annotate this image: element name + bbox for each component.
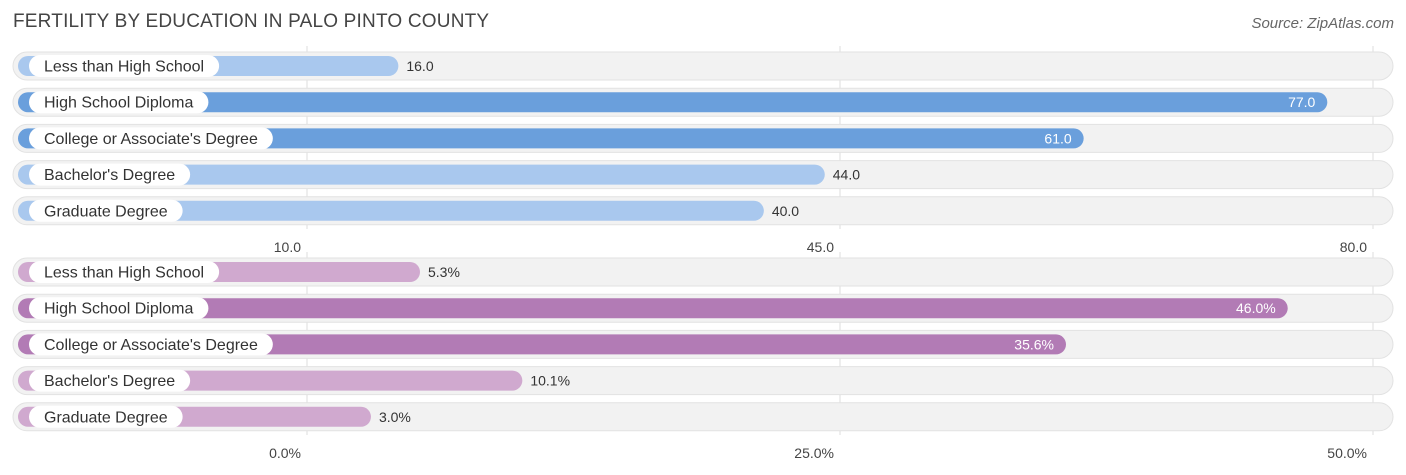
value-label: 35.6%	[1014, 336, 1054, 352]
bar-row: Graduate Degree 3.0%	[12, 402, 1394, 432]
bar-row: Bachelor's Degree 10.1%	[12, 366, 1394, 396]
x-tick-label: 10.0	[274, 239, 301, 255]
category-label-background	[29, 163, 191, 186]
category-label-background	[29, 55, 220, 77]
chart-title: FERTILITY BY EDUCATION IN PALO PINTO COU…	[13, 11, 490, 32]
category-label: College or Associate's Degree	[44, 131, 258, 148]
category-label: Less than High School	[44, 265, 204, 282]
value-label: 5.3%	[428, 264, 460, 280]
bar-row: High School Diploma 46.0%	[12, 293, 1394, 323]
x-tick-label: 25.0%	[794, 445, 834, 461]
category-label: Bachelor's Degree	[44, 167, 175, 184]
bar	[18, 334, 1066, 355]
chart-panel-1: Less than High School 16.0 High School Dip…	[12, 46, 1394, 255]
category-label: High School Diploma	[44, 301, 194, 318]
category-label-background	[29, 261, 220, 283]
bar-row: High School Diploma 77.0	[12, 87, 1394, 117]
bar	[18, 200, 764, 221]
bar-row: Less than High School 16.0	[12, 51, 1394, 81]
value-label: 10.1%	[530, 373, 570, 389]
category-label: College or Associate's Degree	[44, 337, 258, 354]
value-label: 46.0%	[1236, 300, 1276, 316]
category-label: High School Diploma	[44, 95, 194, 112]
category-label-background	[29, 405, 183, 428]
x-tick-label: 0.0%	[269, 445, 301, 461]
source-credit: Source: ZipAtlas.com	[1251, 15, 1394, 32]
category-label-background	[29, 297, 209, 320]
value-label: 40.0	[772, 203, 799, 219]
x-tick-label: 50.0%	[1327, 445, 1367, 461]
category-label: Graduate Degree	[44, 409, 168, 426]
value-label: 16.0	[406, 58, 433, 74]
category-label: Graduate Degree	[44, 203, 168, 220]
bar-row: Graduate Degree 40.0	[12, 196, 1394, 226]
bar	[18, 128, 1084, 149]
bar-row: College or Associate's Degree 35.6%	[12, 329, 1394, 359]
value-label: 44.0	[833, 167, 860, 183]
value-label: 3.0%	[379, 409, 411, 425]
bar	[18, 164, 825, 185]
category-label-background	[29, 199, 183, 222]
bar-row: Less than High School 5.3%	[12, 257, 1394, 287]
category-label-background	[29, 91, 209, 114]
value-label: 77.0	[1288, 94, 1315, 110]
category-label: Less than High School	[44, 59, 204, 76]
bar	[18, 92, 1328, 113]
category-label-background	[29, 369, 191, 392]
bar-row: College or Associate's Degree 61.0	[12, 123, 1394, 153]
x-tick-label: 80.0	[1340, 239, 1367, 255]
x-tick-label: 45.0	[807, 239, 834, 255]
category-label-background	[29, 333, 273, 356]
chart-panel-2: Less than High School 5.3% High School Dip…	[12, 252, 1394, 461]
category-label-background	[29, 127, 273, 150]
value-label: 61.0	[1044, 130, 1071, 146]
bar	[18, 298, 1288, 319]
bar-row: Bachelor's Degree 44.0	[12, 160, 1394, 190]
category-label: Bachelor's Degree	[44, 373, 175, 390]
